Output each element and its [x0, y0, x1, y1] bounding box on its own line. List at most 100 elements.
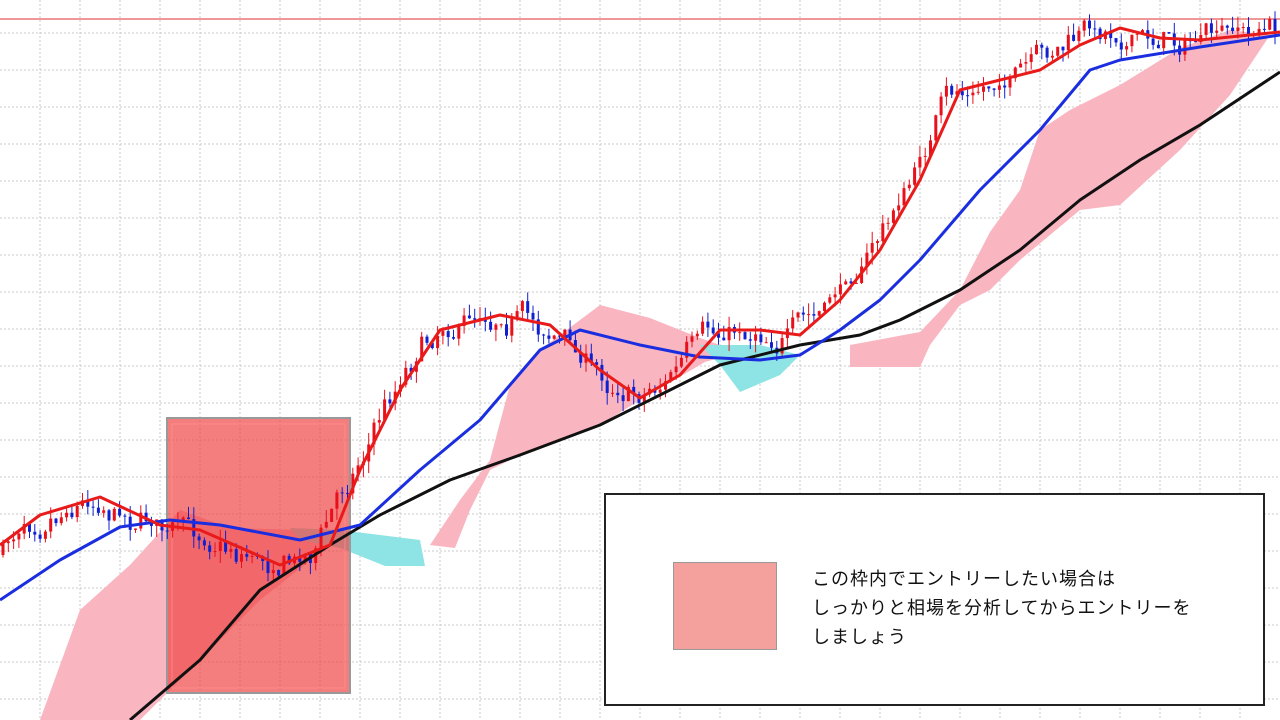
candle-body: [1066, 34, 1070, 51]
candle-body: [976, 91, 980, 93]
candle-body: [669, 372, 673, 382]
candle-body: [907, 184, 911, 189]
candle-body: [181, 517, 185, 521]
candle-body: [377, 420, 381, 423]
candle-body: [1215, 30, 1219, 33]
candle-body: [918, 156, 922, 168]
candle-body: [1209, 23, 1213, 33]
candle-body: [266, 561, 270, 574]
candle-body: [759, 334, 763, 343]
candle-body: [536, 319, 540, 335]
candle-body: [462, 315, 466, 327]
candle-body: [828, 297, 832, 303]
candle-body: [913, 167, 917, 185]
candle-body: [17, 533, 21, 540]
cloud: [430, 305, 740, 548]
candle-body: [282, 555, 286, 576]
candle-body: [271, 570, 275, 574]
candle-body: [796, 312, 800, 318]
candle-body: [494, 324, 498, 330]
candle-body: [690, 336, 694, 342]
candle-body: [22, 524, 26, 534]
candle-body: [277, 570, 281, 576]
candle-body: [854, 282, 858, 284]
candle-body: [955, 91, 959, 95]
candle-body: [992, 88, 996, 90]
candle-body: [1135, 33, 1139, 35]
candle-body: [1098, 28, 1102, 40]
candle-body: [870, 242, 874, 253]
candle-body: [319, 527, 323, 549]
candle-body: [102, 510, 106, 513]
candle-body: [701, 321, 705, 334]
annotation-line: しましょう: [812, 627, 907, 648]
candle-body: [54, 518, 58, 524]
candle-body: [112, 508, 116, 521]
candle-body: [229, 549, 233, 552]
candle-body: [1125, 46, 1129, 50]
candle-body: [754, 334, 758, 341]
candle-body: [505, 324, 508, 336]
candle-body: [467, 315, 471, 319]
candle-body: [218, 541, 222, 552]
candle-body: [876, 241, 879, 243]
candle-body: [706, 321, 710, 328]
candle-body: [409, 367, 413, 372]
candle-body: [298, 556, 302, 562]
candle-body: [1119, 42, 1123, 50]
candle-body: [107, 510, 111, 521]
candle-body: [134, 528, 137, 530]
candle-body: [213, 551, 217, 553]
candle-body: [33, 531, 37, 535]
candle-body: [923, 155, 927, 157]
candle-body: [441, 331, 445, 336]
candle-body: [897, 205, 901, 211]
candle-body: [245, 554, 249, 557]
candle-body: [1013, 67, 1017, 79]
candle-body: [807, 314, 811, 316]
candle-body: [38, 534, 42, 539]
candle-body: [303, 553, 307, 562]
candle-body: [123, 515, 127, 517]
candle-body: [420, 336, 424, 362]
candle-body: [43, 531, 47, 539]
candle-body: [664, 381, 667, 390]
candle-body: [1151, 38, 1155, 45]
candle-body: [1167, 32, 1171, 34]
candle-body: [1024, 62, 1028, 64]
candle-body: [1040, 44, 1044, 48]
candle-body: [324, 521, 328, 528]
candle-body: [1008, 78, 1012, 88]
candle-body: [1231, 27, 1235, 31]
candle-body: [351, 473, 355, 494]
candle-body: [520, 301, 524, 312]
candle-body: [891, 210, 895, 223]
candle-body: [605, 380, 609, 394]
candle-body: [96, 507, 100, 513]
candle-body: [1077, 30, 1081, 41]
candle-body: [939, 96, 943, 116]
candle-body: [1050, 55, 1054, 58]
candle-body: [165, 530, 169, 532]
candle-body: [28, 524, 31, 532]
candle-body: [966, 95, 970, 97]
candle-body: [430, 342, 434, 349]
candle-body: [224, 541, 228, 552]
candle-body: [1061, 46, 1065, 51]
candle-body: [526, 301, 530, 313]
candle-body: [1273, 19, 1277, 35]
candle-body: [722, 337, 726, 341]
candle-body: [452, 337, 455, 339]
candle-body: [234, 549, 238, 562]
candle-body: [1130, 34, 1134, 47]
candle-body: [1247, 27, 1250, 35]
candle-body: [1183, 39, 1187, 55]
candle-body: [791, 317, 795, 329]
candle-body: [944, 85, 948, 97]
candle-body: [70, 512, 74, 518]
candle-body: [982, 86, 985, 92]
candle-body: [1019, 63, 1023, 68]
candle-body: [128, 516, 132, 530]
candle-body: [1257, 28, 1261, 35]
candle-body: [346, 492, 349, 494]
